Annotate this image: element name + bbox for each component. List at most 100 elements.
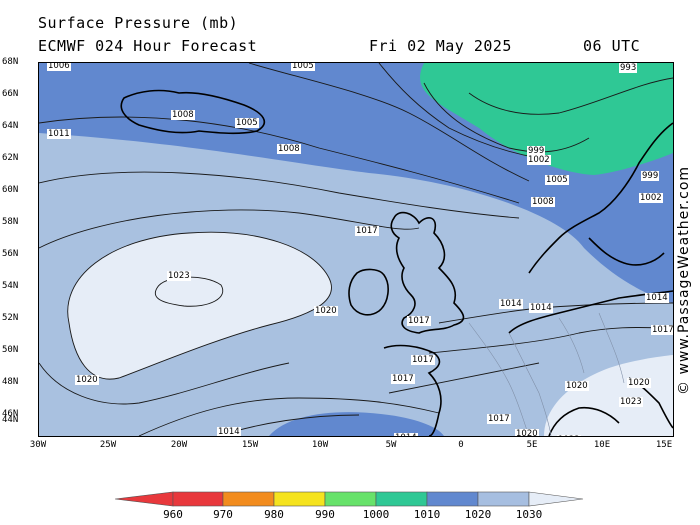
isobar-label: 1005	[291, 62, 315, 71]
lon-label: 10W	[311, 440, 329, 450]
lat-label: 66N	[2, 89, 19, 99]
isobar-labels: 1006 1005 1008 1005 1011 1008 993 999 10…	[39, 63, 673, 436]
isobar-1017-south	[39, 362, 290, 405]
lat-label: 46N	[2, 409, 19, 419]
isobar-label: 1017	[391, 374, 415, 384]
isobar-label: 1002	[527, 155, 551, 165]
lat-label: 44N	[2, 415, 19, 425]
isobar-label: 1023	[619, 397, 643, 407]
colorbar-swatch-1010	[426, 491, 479, 507]
colorbar-label: 990	[315, 508, 335, 521]
map-title: Surface Pressure (mb)	[38, 14, 239, 32]
lon-label: 5W	[385, 440, 397, 450]
isobar-label: 1017	[407, 316, 431, 326]
lon-label: 30W	[29, 440, 47, 450]
isobar-1005	[248, 63, 530, 182]
lat-label: 58N	[2, 217, 19, 227]
forecast-date: Fri 02 May 2025	[369, 37, 512, 55]
italy-coast	[548, 406, 620, 436]
isobar-label: 1017	[651, 325, 674, 335]
isobar-996	[468, 77, 673, 115]
forecast-time: 06 UTC	[583, 37, 641, 55]
colorbar-swatch-980	[273, 491, 326, 507]
isobar-label: 1014	[394, 433, 418, 436]
lon-label: 15E	[655, 440, 673, 450]
norway-coast	[528, 122, 673, 274]
isobar-label: 1020	[314, 306, 338, 316]
isobar-1017	[39, 209, 420, 249]
site-credit: © www.PassageWeather.com	[676, 165, 692, 395]
lon-label: 0	[458, 440, 464, 450]
lat-label: 52N	[2, 313, 19, 323]
colorbar-label: 1030	[515, 508, 543, 521]
isobar-label: 1008	[531, 197, 555, 207]
colorbar-scale	[115, 491, 584, 507]
isobar-label: 1008	[171, 110, 195, 120]
lat-label: 54N	[2, 281, 19, 291]
isobar-label: 1002	[639, 193, 663, 203]
isobar-1011	[39, 171, 520, 219]
colorbar-swatch-1020	[477, 491, 530, 507]
iceland-coast	[120, 89, 266, 135]
colorbar-label: 1020	[464, 508, 492, 521]
lat-label: 60N	[2, 185, 19, 195]
colorbar-label: 960	[163, 508, 183, 521]
lon-label: 20W	[170, 440, 188, 450]
isobar-label: 1014	[529, 303, 553, 313]
lat-label: 68N	[2, 57, 19, 67]
isobar-label: 999	[527, 146, 546, 156]
lon-label: 15W	[241, 440, 259, 450]
lon-label: 25W	[99, 440, 117, 450]
colorbar-label: 980	[264, 508, 284, 521]
isobar-label: 1017	[411, 355, 435, 365]
colorbar-swatch-1000	[375, 491, 428, 507]
isobar-1002	[378, 63, 540, 159]
colorbar-swatch-960	[172, 491, 224, 507]
isobar-999	[423, 82, 590, 153]
isobar-label: 1014	[645, 293, 669, 303]
lat-label: 50N	[2, 345, 19, 355]
isobar-1020	[67, 231, 332, 380]
isobar-label: 1017	[487, 414, 511, 424]
isobar-label: 1005	[545, 175, 569, 185]
isobar-label: 1006	[47, 62, 71, 71]
isobar-label: 1017	[355, 226, 379, 236]
isobar-label: 1020	[515, 429, 539, 437]
lon-label: 5E	[526, 440, 538, 450]
pressure-map: 1006 1005 1008 1005 1011 1008 993 999 10…	[38, 62, 674, 437]
lat-label: 48N	[2, 377, 19, 387]
denmark-sweden-coast	[588, 237, 665, 266]
colorbar-label: 1000	[362, 508, 390, 521]
colorbar-label: 1010	[413, 508, 441, 521]
pressure-band-1020-1030-se	[544, 355, 673, 436]
great-britain-coast	[390, 211, 465, 334]
pressure-band-1000-1010-south	[269, 412, 444, 436]
country-borders	[468, 312, 625, 436]
isobar-1017-mid	[388, 362, 540, 394]
isobar-label: 999	[641, 171, 660, 181]
isobar-1017-east	[428, 327, 673, 354]
isobar-label: 1005	[235, 118, 259, 128]
lat-label: 62N	[2, 153, 19, 163]
ireland-coast	[348, 268, 389, 316]
forecast-model: ECMWF 024 Hour Forecast	[38, 37, 258, 55]
colorbar-low-tip	[115, 491, 174, 507]
isobar-label: 1020	[565, 381, 589, 391]
isobar-label: 1023	[167, 271, 191, 281]
isobar-label: 1008	[277, 144, 301, 154]
isobar-label: 1014	[499, 299, 523, 309]
colorbar-swatch-990	[324, 491, 377, 507]
colorbar-label: 970	[213, 508, 233, 521]
lon-label: 10E	[593, 440, 611, 450]
isobar-label: 1011	[47, 129, 71, 139]
pressure-band-990-1000	[420, 63, 673, 175]
pressure-map-canvas	[39, 63, 673, 436]
isobar-label: 1014	[217, 427, 241, 437]
isobar-label: 1023	[557, 435, 581, 436]
isobar-1014-south	[138, 397, 440, 436]
colorbar-high-tip	[528, 491, 584, 507]
colorbar-swatch-970	[222, 491, 275, 507]
isobar-label: 1020	[75, 375, 99, 385]
france-coast	[383, 344, 442, 436]
lat-label: 56N	[2, 249, 19, 259]
